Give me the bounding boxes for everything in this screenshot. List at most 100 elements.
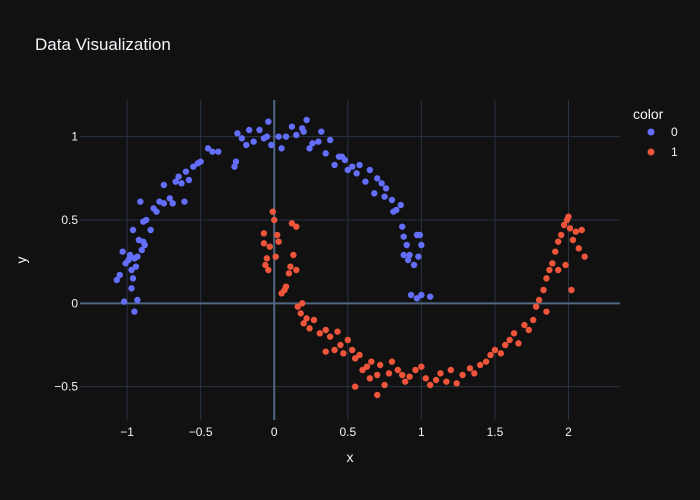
data-point xyxy=(525,326,532,334)
data-point xyxy=(175,173,182,180)
data-point xyxy=(399,371,406,379)
data-point xyxy=(404,256,412,264)
data-point xyxy=(231,163,238,170)
x-tick-label: 2 xyxy=(565,425,572,439)
x-tick-label: 1.5 xyxy=(487,425,504,439)
data-point xyxy=(400,233,407,240)
data-point xyxy=(397,201,404,209)
data-point xyxy=(181,198,188,205)
y-axis-title: y xyxy=(13,257,29,264)
data-point xyxy=(555,238,562,245)
data-point xyxy=(368,358,375,365)
data-point xyxy=(374,175,381,182)
data-point xyxy=(560,221,568,229)
data-point xyxy=(285,270,293,277)
legend-items[interactable]: 01 xyxy=(647,125,679,159)
data-point xyxy=(262,261,269,269)
data-point xyxy=(290,251,297,259)
data-point xyxy=(238,135,246,142)
data-point xyxy=(406,251,413,259)
data-point xyxy=(415,253,422,260)
y-tick-label: 1 xyxy=(71,130,78,144)
data-point xyxy=(565,213,572,220)
data-point xyxy=(303,116,310,124)
data-point xyxy=(543,275,550,282)
data-point xyxy=(546,266,553,274)
data-point xyxy=(437,370,444,377)
data-point xyxy=(566,225,574,232)
data-point xyxy=(197,158,204,165)
data-point xyxy=(418,363,425,370)
data-point xyxy=(288,123,296,130)
data-point xyxy=(426,381,434,389)
data-point xyxy=(410,261,418,269)
data-point xyxy=(131,308,138,315)
data-point xyxy=(243,141,250,149)
legend[interactable]: color 01 xyxy=(633,106,678,159)
data-point xyxy=(506,336,513,344)
data-point xyxy=(293,266,300,274)
x-tick-label: −0.5 xyxy=(189,425,213,439)
data-point xyxy=(322,326,329,334)
data-point xyxy=(344,336,351,344)
data-point xyxy=(382,185,390,192)
data-point xyxy=(471,370,478,377)
data-point xyxy=(549,260,556,267)
data-point xyxy=(278,145,285,152)
x-tick-label: 0 xyxy=(271,425,278,439)
data-point xyxy=(363,363,371,370)
data-point xyxy=(412,366,419,374)
data-point xyxy=(269,208,276,215)
data-point xyxy=(416,231,424,239)
data-point xyxy=(394,366,402,374)
data-point xyxy=(268,141,275,149)
data-point xyxy=(322,348,329,355)
data-point xyxy=(322,150,329,157)
data-point xyxy=(160,200,168,207)
x-axis-title: x xyxy=(347,449,354,465)
legend-label: 1 xyxy=(671,145,678,159)
data-point xyxy=(443,378,450,385)
data-point xyxy=(298,300,306,307)
data-point xyxy=(349,346,356,354)
legend-item-0[interactable]: 0 xyxy=(647,125,679,139)
y-tick-label: 0.5 xyxy=(61,213,78,227)
data-point xyxy=(309,140,316,147)
data-point xyxy=(353,170,360,177)
legend-marker xyxy=(647,128,655,136)
legend-item-1[interactable]: 1 xyxy=(647,145,679,159)
data-point xyxy=(337,341,344,349)
data-point xyxy=(378,180,385,187)
data-point xyxy=(356,161,363,169)
data-point xyxy=(403,241,410,249)
data-point xyxy=(138,246,145,254)
data-point xyxy=(418,241,425,249)
data-point xyxy=(578,226,585,234)
data-point xyxy=(543,308,550,315)
data-point xyxy=(552,248,559,255)
data-point xyxy=(265,118,272,125)
data-point xyxy=(300,320,307,327)
data-point xyxy=(371,190,378,197)
data-point xyxy=(326,333,334,340)
data-point xyxy=(140,238,147,245)
data-point xyxy=(393,206,400,214)
data-point xyxy=(129,275,137,282)
data-point xyxy=(282,133,290,140)
y-tick-labels: −0.5 0 0.5 1 xyxy=(54,130,78,394)
data-point xyxy=(273,231,281,239)
data-point xyxy=(366,375,374,382)
data-point xyxy=(447,366,454,374)
data-point xyxy=(172,178,179,185)
data-point xyxy=(120,298,128,305)
data-point xyxy=(169,200,176,207)
data-point xyxy=(510,330,518,337)
data-point xyxy=(113,276,120,284)
data-point xyxy=(535,296,543,304)
data-point xyxy=(385,370,393,377)
data-point xyxy=(399,223,406,230)
data-point xyxy=(381,381,388,389)
data-point xyxy=(418,291,425,299)
